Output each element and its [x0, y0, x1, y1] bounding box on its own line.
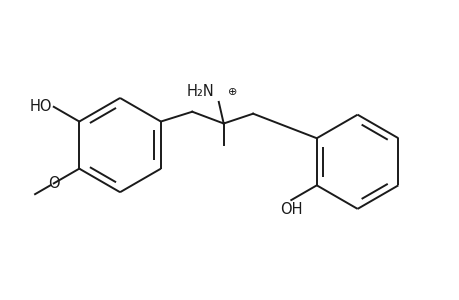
Text: OH: OH	[280, 202, 302, 217]
Text: HO: HO	[29, 99, 52, 114]
Text: O: O	[48, 176, 60, 191]
Text: H₂N: H₂N	[187, 84, 214, 99]
Text: ⊕: ⊕	[227, 87, 237, 97]
